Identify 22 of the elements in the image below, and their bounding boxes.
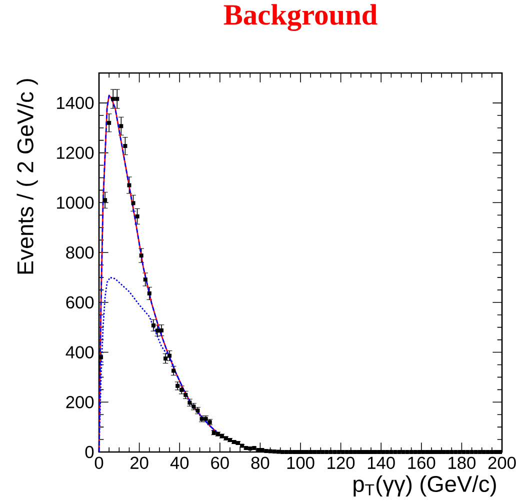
x-tick-label: 80 <box>251 456 270 469</box>
y-tick-label: 400 <box>66 346 94 358</box>
x-tick-label: 20 <box>130 456 148 469</box>
y-tick-label: 1400 <box>57 96 94 110</box>
x-tick-label: 200 <box>488 456 516 469</box>
x-tick-label: 180 <box>448 456 476 469</box>
y-axis-title: Events / ( 2 GeV/c ) <box>16 79 38 274</box>
x-tick-label: 100 <box>287 456 314 469</box>
y-tick-label: 0 <box>85 446 94 458</box>
x-tick-label: 0 <box>94 456 104 469</box>
y-tick-label: 1200 <box>57 146 94 159</box>
y-tick-label: 200 <box>66 396 94 408</box>
x-tick-label: 120 <box>328 456 355 469</box>
chart-title: Background <box>224 4 378 31</box>
y-tick-label: 800 <box>66 246 94 259</box>
y-tick-label: 1000 <box>57 196 94 209</box>
x-axis-title: p$_{T}$(γγ) (GeV/c) <box>354 475 496 497</box>
x-tick-label: 40 <box>170 456 189 469</box>
x-tick-label: 140 <box>368 456 395 469</box>
x-tick-label: 160 <box>408 456 436 469</box>
y-tick-label: 600 <box>66 296 94 309</box>
x-tick-label: 60 <box>211 456 229 469</box>
